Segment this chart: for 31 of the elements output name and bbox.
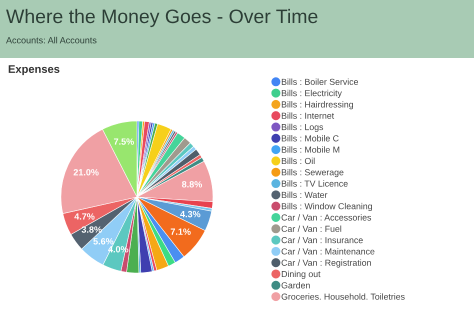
legend-label: Bills : Hairdressing	[282, 101, 354, 110]
legend-label: Bills : TV Licence	[282, 180, 348, 187]
text: Expenses	[8, 65, 60, 76]
chart-title: Where the Money Goes - Over Time	[6, 8, 318, 28]
legend-label: Car / Van : Maintenance	[282, 248, 374, 255]
legend-label: Bills : Internet	[282, 112, 334, 119]
chart-subtitle: Accounts: All Accounts	[6, 36, 97, 44]
legend-label: Car / Van : Insurance	[282, 236, 363, 244]
legend-label: Bills : Electricity	[282, 90, 342, 98]
data-label: 4.3%	[180, 210, 200, 218]
legend-label: Bills : Water	[282, 192, 328, 198]
legend-label: Car / Van : Accessories	[282, 214, 372, 221]
legend-label: Bills : Boiler Service	[282, 78, 358, 85]
data-label: 8.8%	[182, 181, 202, 188]
legend-label: Bills : Logs	[282, 124, 324, 132]
legend-label: Dining out	[282, 270, 320, 279]
data-label: 21.0%	[74, 169, 99, 176]
legend-label: Bills : Sewerage	[282, 168, 344, 178]
legend-label: Groceries. Household. Toiletries	[282, 293, 405, 300]
data-label: 4.7%	[74, 213, 95, 220]
data-label: 7.1%	[170, 228, 191, 235]
data-label: 3.8%	[82, 226, 102, 233]
legend-label: Bills : Mobile M	[282, 146, 340, 153]
legend-label: Car / Van : Fuel	[282, 225, 342, 232]
data-label: 5.6%	[93, 238, 114, 245]
legend-label: Bills : Oil	[282, 158, 315, 164]
legend-label: Garden	[282, 282, 310, 288]
data-label: 7.5%	[114, 138, 134, 145]
legend-label: Bills : Mobile C	[282, 135, 339, 142]
legend-label: Bills : Window Cleaning	[282, 202, 372, 212]
legend-label: Car / Van : Registration	[282, 259, 371, 268]
